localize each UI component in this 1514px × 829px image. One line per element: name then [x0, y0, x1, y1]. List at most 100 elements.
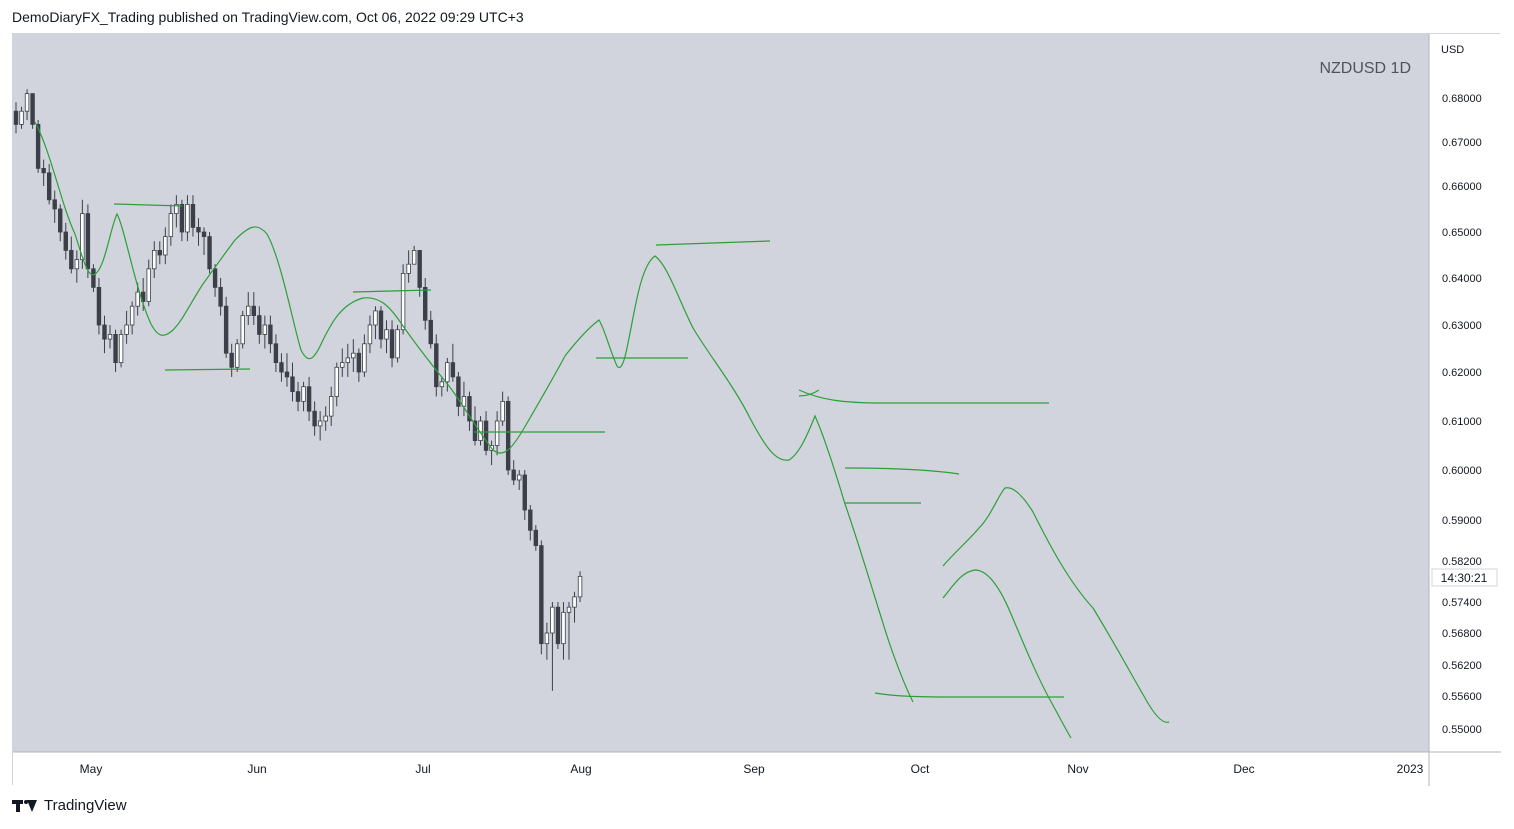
- candle: [406, 250, 411, 283]
- time-tick-label: Nov: [1067, 762, 1088, 776]
- price-tick-label: 0.64000: [1442, 273, 1482, 285]
- bear-candle-body: [295, 391, 301, 402]
- bear-candle-body: [257, 315, 262, 335]
- candlestick-chart[interactable]: 0.68000 0.67000 0.66000 0.65000 0.64000 0.630…: [13, 34, 1501, 786]
- candle: [246, 292, 251, 325]
- candle: [323, 406, 328, 431]
- plot-area[interactable]: [13, 34, 1429, 752]
- price-tick-label: 0.68000: [1442, 93, 1482, 105]
- candle: [539, 540, 544, 655]
- price-tick-label: 0.62000: [1442, 367, 1482, 379]
- time-tick-label: Dec: [1233, 762, 1254, 776]
- candle: [91, 264, 96, 293]
- bear-candle-body: [505, 400, 511, 471]
- candle: [124, 310, 129, 344]
- candle: [234, 339, 240, 372]
- candle: [168, 204, 174, 246]
- candle: [384, 320, 389, 354]
- candle: [472, 406, 478, 446]
- drawing-level: [352, 289, 432, 293]
- bear-candle-body: [428, 319, 433, 345]
- price-tick-label: 0.56200: [1442, 660, 1482, 672]
- price-tick-label: 0.65000: [1442, 227, 1482, 239]
- bear-candle-body: [63, 231, 68, 251]
- bull-candle-body: [152, 249, 157, 270]
- drawing-projection-curve: [942, 569, 1072, 739]
- bull-candle-body: [24, 93, 30, 112]
- brand-name: TradingView: [44, 797, 127, 814]
- footer-brand: TradingView: [12, 797, 127, 814]
- bear-candle-body: [528, 509, 533, 531]
- candle: [273, 334, 279, 372]
- bear-candle-body: [196, 226, 201, 233]
- time-tick-label: May: [80, 762, 103, 776]
- bear-candle-body: [113, 333, 118, 363]
- bull-candle-body: [329, 396, 334, 417]
- bear-candle-body: [378, 310, 384, 340]
- candle: [290, 362, 295, 402]
- candle: [528, 505, 533, 541]
- bear-candle-body: [356, 352, 362, 373]
- candle: [351, 339, 356, 372]
- bull-candle-body: [373, 310, 378, 326]
- bear-candle-body: [35, 124, 41, 169]
- bull-candle-body: [400, 272, 406, 331]
- candle: [367, 315, 373, 354]
- candle: [389, 320, 395, 368]
- candle: [522, 470, 527, 520]
- bull-candle-body: [561, 611, 566, 645]
- drawing-projection-curve: [942, 487, 1170, 723]
- candle: [295, 381, 301, 412]
- candle: [445, 357, 450, 392]
- bull-candle-body: [445, 362, 450, 383]
- candle: [24, 89, 30, 120]
- bull-candle-body: [168, 213, 174, 238]
- bear-candle-body: [30, 93, 35, 125]
- bear-candle-body: [52, 199, 57, 210]
- drawing-swing-curve: [34, 121, 914, 703]
- candle: [46, 164, 52, 205]
- bull-candle-body: [163, 236, 168, 256]
- bear-candle-body: [58, 208, 63, 233]
- candle: [572, 591, 577, 623]
- candle: [312, 401, 317, 436]
- candle: [201, 227, 207, 255]
- bear-candle-body: [467, 396, 472, 422]
- bear-candle-body: [13, 110, 19, 125]
- candle: [102, 315, 107, 354]
- time-tick-label: Oct: [911, 762, 930, 776]
- price-tick-label: 0.61000: [1442, 416, 1482, 428]
- bear-candle-body: [456, 376, 461, 407]
- candle: [251, 292, 256, 325]
- bull-candle-body: [262, 324, 268, 335]
- bull-candle-body: [367, 324, 373, 345]
- price-tick-label: 0.59000: [1442, 515, 1482, 527]
- candle: [118, 329, 124, 368]
- candle: [450, 343, 456, 382]
- candle: [456, 372, 461, 417]
- bear-candle-body: [279, 362, 284, 373]
- candle: [517, 470, 522, 490]
- candle: [494, 411, 500, 456]
- price-axis[interactable]: [1429, 34, 1501, 752]
- bear-candle-body: [179, 203, 185, 233]
- candle: [550, 602, 555, 691]
- price-tick-label: 0.60000: [1442, 465, 1482, 477]
- time-axis[interactable]: [13, 752, 1501, 786]
- price-scale: 0.68000 0.67000 0.66000 0.65000 0.64000 0.630…: [1442, 93, 1482, 736]
- candle: [577, 571, 583, 602]
- bear-candle-body: [223, 305, 229, 354]
- candle: [13, 102, 19, 134]
- candle: [229, 343, 234, 377]
- drawings: [34, 121, 1170, 739]
- candle: [212, 264, 218, 297]
- time-scale: May Jun Jul Aug Sep Oct Nov Dec 2023: [80, 762, 1424, 776]
- candle: [505, 396, 511, 475]
- candle: [85, 204, 91, 278]
- currency-label: USD: [1441, 44, 1464, 56]
- candle: [411, 245, 417, 265]
- bull-candle-body: [406, 263, 411, 274]
- bear-candle-body: [533, 529, 539, 547]
- bull-candle-body: [572, 596, 577, 608]
- bull-candle-body: [411, 249, 417, 265]
